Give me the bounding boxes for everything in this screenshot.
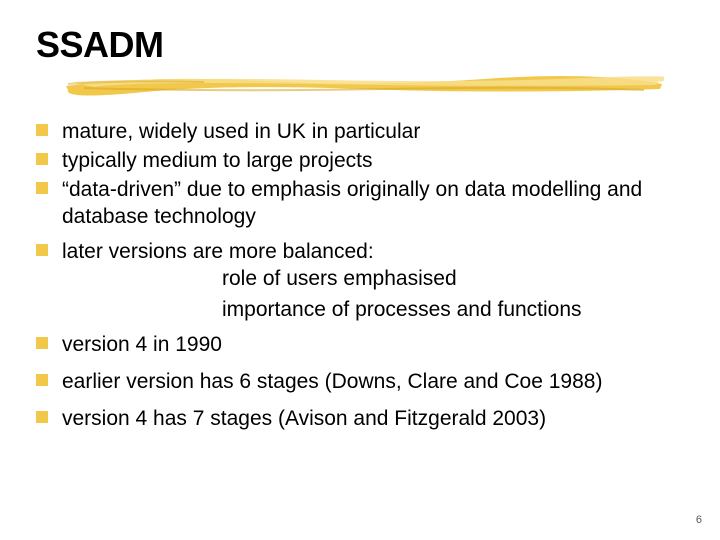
bullet-text-wrap: version 4 has 7 stages (Avison and Fitzg… bbox=[62, 405, 684, 432]
title-underline-brush bbox=[36, 72, 684, 100]
bullet-item: version 4 has 7 stages (Avison and Fitzg… bbox=[36, 405, 684, 432]
bullet-item: typically medium to large projects bbox=[36, 147, 684, 174]
bullet-item: mature, widely used in UK in particular bbox=[36, 118, 684, 145]
slide-title: SSADM bbox=[36, 24, 684, 66]
bullet-text: typically medium to large projects bbox=[62, 147, 684, 174]
bullet-subline: role of users emphasised bbox=[222, 265, 684, 292]
bullet-list: mature, widely used in UK in particulart… bbox=[36, 118, 684, 432]
bullet-text: version 4 has 7 stages (Avison and Fitzg… bbox=[62, 405, 684, 432]
bullet-text: earlier version has 6 stages (Downs, Cla… bbox=[62, 368, 684, 395]
bullet-marker-icon bbox=[36, 182, 48, 194]
bullet-marker-icon bbox=[36, 244, 48, 256]
bullet-subline: importance of processes and functions bbox=[222, 296, 684, 323]
bullet-sublines: role of users emphasised importance of pr… bbox=[222, 265, 684, 323]
bullet-item: later versions are more balanced:role of… bbox=[36, 238, 684, 327]
bullet-text: version 4 in 1990 bbox=[62, 331, 684, 358]
bullet-marker-icon bbox=[36, 153, 48, 165]
bullet-marker-icon bbox=[36, 374, 48, 386]
bullet-marker-icon bbox=[36, 337, 48, 349]
bullet-marker-icon bbox=[36, 411, 48, 423]
bullet-item: earlier version has 6 stages (Downs, Cla… bbox=[36, 368, 684, 395]
bullet-marker-icon bbox=[36, 124, 48, 136]
bullet-text: later versions are more balanced: bbox=[62, 238, 684, 265]
bullet-item: version 4 in 1990 bbox=[36, 331, 684, 358]
slide: SSADM mature, widely used in UK in parti… bbox=[0, 0, 720, 540]
page-number: 6 bbox=[696, 514, 702, 526]
bullet-text-wrap: version 4 in 1990 bbox=[62, 331, 684, 358]
bullet-item: “data-driven” due to emphasis originally… bbox=[36, 176, 684, 230]
bullet-text-wrap: typically medium to large projects bbox=[62, 147, 684, 174]
bullet-text-wrap: mature, widely used in UK in particular bbox=[62, 118, 684, 145]
brush-icon bbox=[64, 72, 664, 96]
bullet-text-wrap: earlier version has 6 stages (Downs, Cla… bbox=[62, 368, 684, 395]
bullet-text-wrap: “data-driven” due to emphasis originally… bbox=[62, 176, 684, 230]
bullet-text: mature, widely used in UK in particular bbox=[62, 118, 684, 145]
bullet-text: “data-driven” due to emphasis originally… bbox=[62, 176, 684, 230]
bullet-text-wrap: later versions are more balanced:role of… bbox=[62, 238, 684, 327]
